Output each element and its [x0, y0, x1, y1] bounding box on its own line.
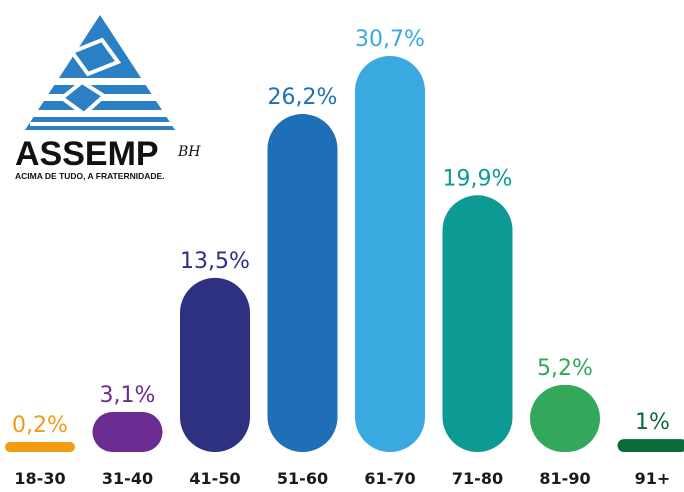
bar-71-80: [442, 195, 513, 453]
value-label-81-90: 5,2%: [537, 356, 593, 381]
bar-61-70: [355, 55, 425, 452]
value-label-91+: 1%: [635, 410, 670, 435]
bar-81-90: [530, 384, 600, 452]
value-label-71-80: 19,9%: [443, 166, 513, 191]
value-label-41-50: 13,5%: [180, 249, 250, 274]
logo-emblem: [25, 15, 180, 130]
logo-tagline: ACIMA DE TUDO, A FRATERNIDADE.: [15, 171, 165, 181]
bar-91+: [617, 439, 684, 452]
category-label-18-30: 18-30: [14, 469, 65, 488]
logo-name: ASSEMP: [15, 135, 159, 173]
value-label-61-70: 30,7%: [355, 27, 425, 52]
category-label-81-90: 81-90: [539, 469, 590, 488]
category-label-91+: 91+: [635, 469, 671, 488]
value-label-18-30: 0,2%: [12, 413, 68, 438]
category-label-61-70: 61-70: [364, 469, 415, 488]
value-label-31-40: 3,1%: [100, 383, 156, 408]
value-label-51-60: 26,2%: [268, 85, 338, 110]
category-label-31-40: 31-40: [102, 469, 153, 488]
assemp-logo: ASSEMP BH ACIMA DE TUDO, A FRATERNIDADE.: [15, 15, 201, 181]
category-label-41-50: 41-50: [189, 469, 240, 488]
logo-suffix: BH: [177, 144, 201, 160]
category-label-71-80: 71-80: [452, 469, 503, 488]
bar-41-50: [180, 277, 250, 452]
bar-31-40: [92, 412, 163, 452]
bar-18-30: [5, 442, 75, 452]
category-label-51-60: 51-60: [277, 469, 328, 488]
bar-51-60: [267, 114, 338, 453]
